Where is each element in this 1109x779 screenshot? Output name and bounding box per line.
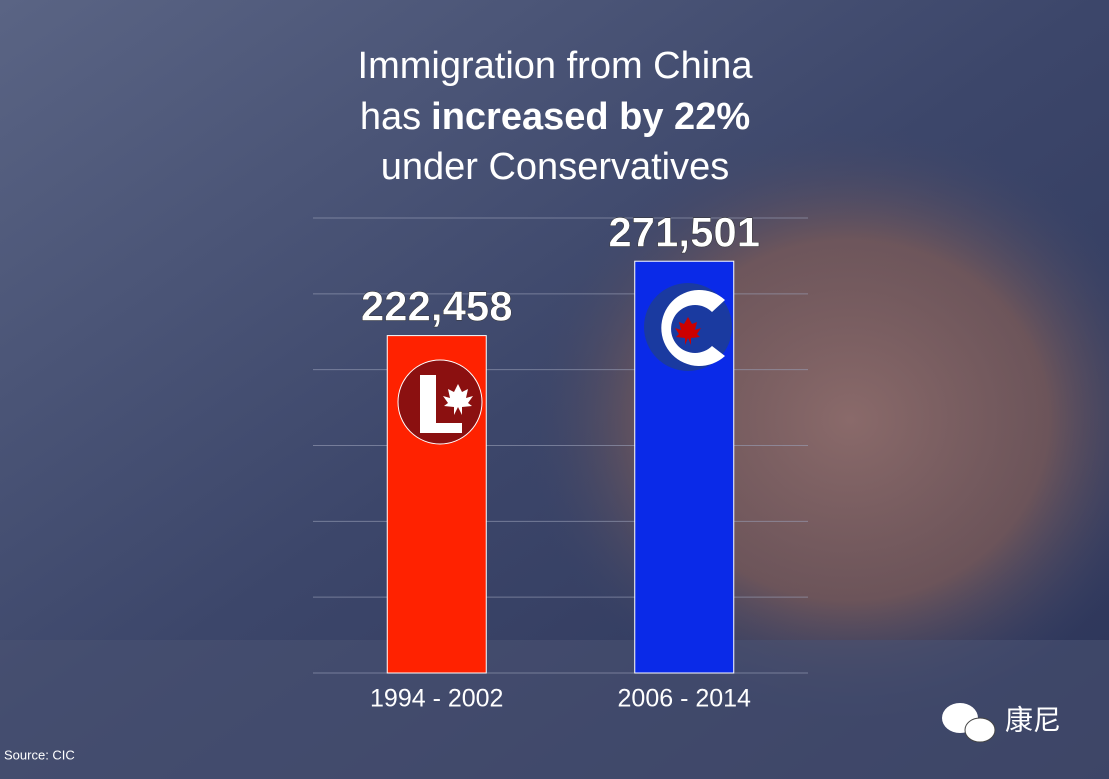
x-tick-label: 1994 - 2002 xyxy=(370,685,503,713)
watermark: 康尼 xyxy=(1005,704,1061,735)
title-line: under Conservatives xyxy=(381,146,730,188)
party-logos xyxy=(397,283,732,445)
source: Source: CIC xyxy=(4,747,75,762)
liberal-logo xyxy=(397,359,483,445)
title-part: has xyxy=(360,96,421,138)
logo-leaf xyxy=(675,317,701,345)
value-label: 271,501 xyxy=(608,208,760,255)
logo-leaf xyxy=(443,384,473,415)
value-label: 222,458 xyxy=(361,283,513,330)
floor xyxy=(0,640,1109,779)
title-part: increased by 22% xyxy=(431,96,750,138)
logo-c xyxy=(661,290,725,367)
logo-letter xyxy=(420,375,462,433)
x-tick-label: 2006 - 2014 xyxy=(618,685,752,713)
title-line: Immigration from China xyxy=(358,45,754,87)
conservative-logo xyxy=(644,283,732,371)
title-line: has increased by 22% xyxy=(360,96,750,138)
watermark-icon xyxy=(942,703,996,743)
